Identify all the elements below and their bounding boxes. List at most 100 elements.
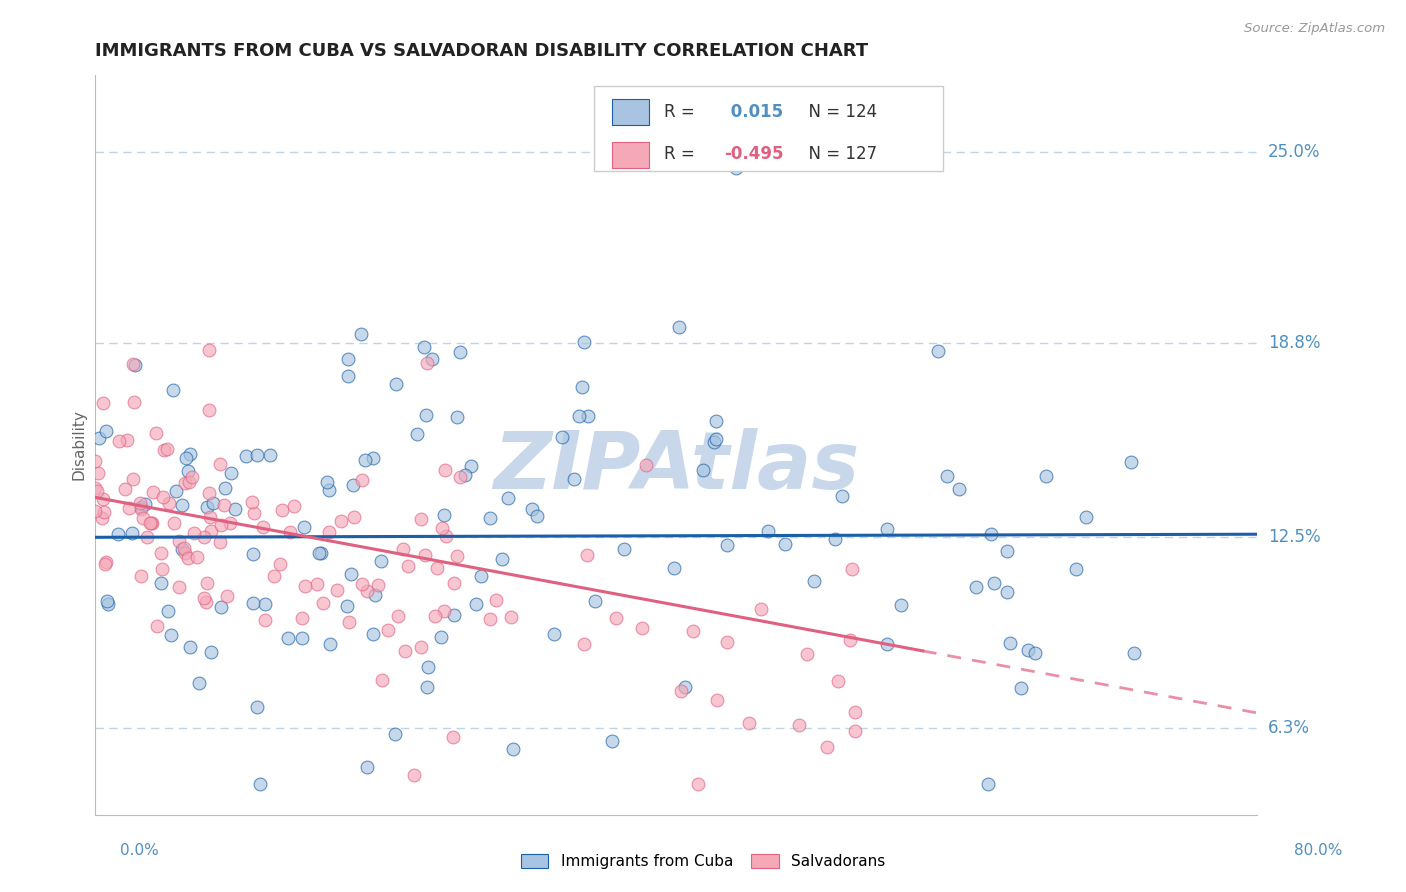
Y-axis label: Disability: Disability (72, 409, 86, 480)
Point (252, 519, 274, 533)
Point (434, 463, 457, 477)
Point (815, 739, 838, 754)
Point (124, 358, 146, 372)
Point (291, 631, 314, 645)
Point (84, 504, 107, 518)
Point (91, 492, 114, 507)
Point (420, 351, 443, 366)
Point (177, 475, 200, 489)
Point (432, 521, 454, 535)
Point (773, 536, 796, 550)
Point (350, 474, 373, 488)
Point (501, 610, 523, 624)
Point (446, 549, 468, 563)
Point (572, 334, 595, 349)
Point (198, 343, 221, 357)
Point (384, 726, 406, 740)
Point (876, 522, 898, 536)
Point (411, 512, 433, 526)
Point (636, 458, 658, 472)
Point (454, 468, 477, 483)
Point (824, 532, 846, 546)
Point (134, 497, 156, 511)
Point (163, 516, 186, 531)
Point (433, 604, 456, 618)
Point (449, 344, 471, 359)
Point (242, 596, 264, 610)
Point (415, 408, 437, 422)
Point (152, 490, 174, 504)
Point (1024, 646, 1046, 660)
Point (446, 410, 468, 425)
Point (235, 449, 257, 463)
Point (135, 530, 157, 544)
Point (93, 505, 115, 519)
Point (305, 577, 328, 591)
Point (318, 525, 340, 540)
Point (703, 434, 725, 449)
Point (502, 742, 524, 756)
Point (415, 356, 437, 370)
Point (150, 575, 173, 590)
Point (716, 538, 738, 552)
Text: -0.495: -0.495 (724, 145, 785, 163)
Point (394, 643, 416, 657)
Point (121, 525, 143, 540)
Point (568, 409, 591, 423)
Text: N = 124: N = 124 (797, 103, 877, 120)
Point (526, 509, 548, 524)
Point (704, 433, 727, 447)
Point (682, 624, 704, 639)
Point (277, 631, 299, 645)
Point (371, 673, 394, 688)
Point (291, 611, 314, 625)
Point (575, 548, 598, 562)
Point (364, 588, 387, 602)
Point (269, 557, 291, 571)
Point (664, 561, 686, 575)
Point (156, 604, 179, 618)
Point (131, 500, 153, 514)
Point (91, 396, 114, 410)
Point (1074, 510, 1097, 524)
Text: 0.0%: 0.0% (120, 843, 159, 858)
Point (787, 718, 810, 732)
Legend: Immigrants from Cuba, Salvadorans: Immigrants from Cuba, Salvadorans (515, 847, 891, 875)
Point (193, 530, 215, 544)
Point (311, 596, 333, 610)
Point (259, 448, 281, 462)
Point (1017, 643, 1039, 657)
Point (995, 544, 1018, 558)
Point (173, 541, 195, 556)
Point (377, 623, 399, 637)
Point (94, 556, 117, 570)
Point (157, 495, 180, 509)
Point (149, 546, 172, 560)
Point (692, 462, 714, 476)
Point (350, 326, 373, 341)
Point (844, 705, 866, 719)
Text: N = 127: N = 127 (797, 145, 877, 163)
Point (1000, 636, 1022, 650)
Point (370, 554, 392, 568)
Point (673, 681, 696, 695)
Point (479, 612, 502, 626)
Point (350, 577, 373, 591)
Point (242, 547, 264, 561)
Point (416, 660, 439, 674)
Point (309, 546, 332, 560)
Point (167, 533, 190, 548)
Point (188, 675, 211, 690)
Point (87, 466, 110, 480)
Point (197, 500, 219, 514)
Point (179, 447, 201, 461)
Point (129, 496, 152, 510)
Point (361, 627, 384, 641)
Point (426, 561, 449, 575)
Point (1121, 455, 1143, 469)
Point (87, 431, 110, 445)
Point (706, 693, 728, 707)
Point (115, 433, 138, 447)
Point (94, 424, 117, 438)
Point (243, 506, 266, 520)
